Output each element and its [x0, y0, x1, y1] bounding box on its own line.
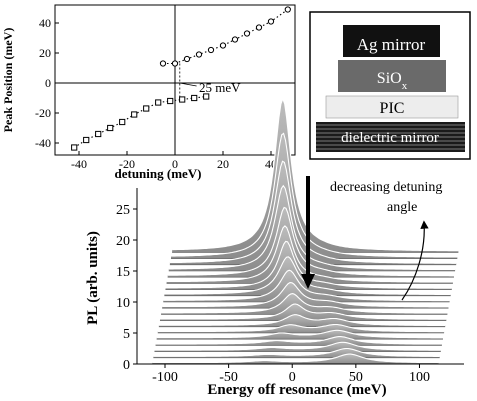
- main-y-tick-label: 20: [116, 234, 130, 249]
- main-y-tick-label: 10: [116, 296, 130, 311]
- inset-circle-point: [255, 24, 263, 31]
- main-x-axis-label: Energy off resonance (meV): [207, 382, 386, 398]
- pl-trace-area: [156, 330, 443, 340]
- main-x-tick-label: 100: [409, 370, 430, 385]
- inset-y-tick-label: 40: [39, 16, 51, 30]
- pl-trace-area: [154, 342, 441, 352]
- inset-square-point: [95, 130, 102, 138]
- pl-trace-area: [161, 293, 448, 315]
- dielectric-mirror-layer: [316, 122, 465, 152]
- pl-trace-area: [158, 314, 446, 327]
- inset-annotation: 25 meV: [199, 80, 241, 95]
- inset-square-point: [167, 97, 174, 105]
- pl-trace-line: [152, 353, 439, 364]
- pl-trace-line: [172, 97, 459, 252]
- main-traces: [152, 97, 459, 365]
- pic-layer: [325, 95, 459, 119]
- inset-square-point: [191, 94, 198, 102]
- layer-structure-diagram: Ag mirror SiOx PIC dielectric mirror: [309, 11, 471, 160]
- inset-circle-point: [284, 6, 291, 13]
- inset-square-point: [203, 93, 210, 100]
- pl-trace-line: [158, 314, 446, 326]
- pl-trace-line: [163, 269, 450, 302]
- inset-y-ticks: -40 -20 0 20 40: [35, 16, 59, 150]
- peak-shift-arrow-head: [301, 274, 315, 289]
- pl-trace-area: [153, 348, 440, 358]
- detuning-annotation-line2: angle: [387, 200, 417, 215]
- inset-x-axis-label: detuning (meV): [114, 166, 201, 181]
- inset-circle-point: [267, 18, 275, 25]
- inset-x-ticks: -40 -20 0 20 40: [71, 151, 277, 171]
- inset-y-tick-label: -20: [35, 106, 51, 120]
- inset-y-axis-label: Peak Position (meV): [1, 28, 15, 133]
- main-x-tick-label: 50: [349, 370, 363, 385]
- ag-mirror-layer: [343, 25, 440, 57]
- inset-y-tick-label: 20: [39, 46, 51, 60]
- main-chart: -100 -50 0 50 100 0 5 10 15 20 25 Energy off reso…: [85, 97, 464, 398]
- ag-mirror-label: Ag mirror: [357, 35, 426, 54]
- main-x-tick-label: 0: [289, 370, 296, 385]
- inset-circle-point: [231, 36, 239, 43]
- pl-trace-line: [169, 160, 457, 264]
- inset-square-point: [83, 136, 90, 144]
- pic-label: PIC: [380, 100, 405, 117]
- inset-circle-point: [183, 55, 191, 63]
- inset-x-tick-label: 0: [172, 157, 178, 171]
- pl-trace-line: [157, 323, 445, 333]
- inset-data-points: [71, 6, 291, 151]
- inset-circle-point: [219, 42, 227, 49]
- inset-x-tick-label: -40: [71, 157, 87, 171]
- inset-square-point: [107, 124, 114, 132]
- pl-trace-area: [155, 336, 442, 346]
- main-y-tick-label: 5: [123, 327, 130, 342]
- pl-trace-line: [168, 184, 456, 271]
- pl-trace-line: [167, 206, 454, 277]
- inset-circle-point: [243, 30, 251, 37]
- pl-trace-area: [160, 304, 447, 321]
- inset-square-point: [179, 96, 186, 103]
- inset-y-tick-label: 0: [45, 76, 51, 90]
- main-x-ticks: -100 -50 0 50 100: [152, 364, 430, 385]
- pl-trace-line: [155, 336, 442, 345]
- main-y-tick-label: 0: [123, 358, 130, 373]
- inset-reference-lines: [55, 5, 295, 155]
- inset-chart: -40 -20 0 20 40 -40 -20 0 20 40 25 meV detuning …: [1, 4, 296, 181]
- main-y-axis-label: PL (arb. units): [85, 231, 101, 325]
- inset-circle-point: [207, 46, 215, 54]
- inset-circle-point: [171, 60, 179, 67]
- main-y-ticks: 0 5 10 15 20 25: [116, 203, 137, 373]
- detuning-arrow: [401, 220, 429, 301]
- main-y-tick-label: 25: [116, 203, 130, 218]
- inset-square-point: [71, 144, 78, 151]
- siox-layer: [338, 60, 446, 92]
- inset-y-tick-label: -40: [35, 136, 51, 150]
- main-y-tick-label: 15: [116, 265, 130, 280]
- pl-trace-line: [153, 347, 440, 357]
- inset-square-point: [119, 118, 126, 126]
- pl-trace-line: [156, 329, 443, 339]
- dielectric-mirror-label: dielectric mirror: [341, 130, 439, 146]
- inset-circle-point: [159, 60, 167, 67]
- inset-square-point: [131, 111, 138, 118]
- pl-trace-line: [171, 132, 458, 258]
- inset-square-point: [155, 99, 162, 106]
- pl-trace-line: [161, 293, 448, 314]
- main-x-tick-label: -100: [152, 370, 178, 385]
- pl-trace-line: [162, 282, 449, 308]
- inset-square-point: [143, 105, 150, 112]
- inset-x-tick-label: -20: [119, 157, 135, 171]
- pl-trace-area: [152, 354, 439, 364]
- pl-trace-area: [163, 270, 450, 302]
- pl-trace-line: [154, 341, 441, 351]
- inset-annotation-leader: [179, 82, 197, 87]
- inset-circle-point: [195, 51, 203, 58]
- inset-fit-line: [163, 9, 289, 65]
- detuning-annotation-line1: decreasing detuning: [330, 180, 442, 195]
- inset-x-tick-label: 20: [217, 157, 229, 171]
- pl-trace-line: [160, 303, 447, 320]
- main-x-tick-label: -50: [219, 370, 238, 385]
- siox-label: SiOx: [377, 70, 408, 92]
